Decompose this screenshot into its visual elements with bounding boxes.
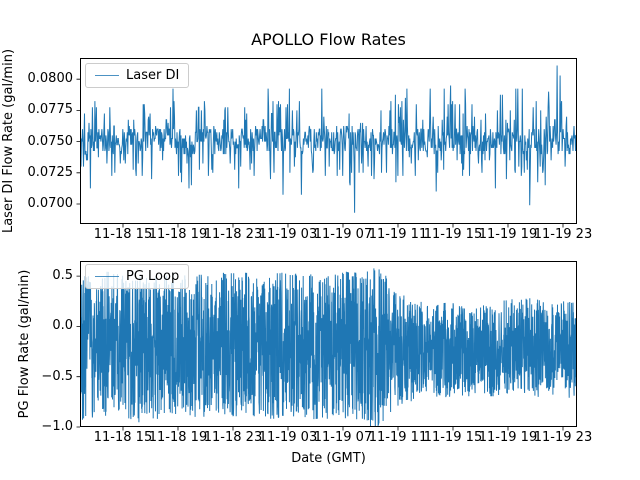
laser-di-subplot-line xyxy=(80,65,577,213)
legend-label: PG Loop xyxy=(126,269,180,284)
y-axis-label-laser-di: Laser DI Flow Rate (gal/min) xyxy=(1,48,16,234)
legend-label: Laser DI xyxy=(126,68,180,83)
y-axis-label-pg: PG Flow Rate (gal/min) xyxy=(17,269,32,419)
figure-title: APOLLO Flow Rates xyxy=(251,30,406,49)
legend-pg-loop: PG Loop xyxy=(85,264,190,289)
legend-line-sample-icon xyxy=(95,75,119,76)
legend-laser-di: Laser DI xyxy=(85,63,190,88)
pg-loop-subplot-line xyxy=(80,268,577,427)
laser-di-subplot-tick-marks xyxy=(76,78,564,228)
pg-loop-subplot-plot-area xyxy=(80,261,577,427)
x-axis-label: Date (GMT) xyxy=(291,451,366,466)
pg-loop-subplot-tick-marks xyxy=(76,275,564,431)
laser-di-subplot-plot-area xyxy=(80,58,577,224)
legend-line-sample-icon xyxy=(95,276,119,277)
